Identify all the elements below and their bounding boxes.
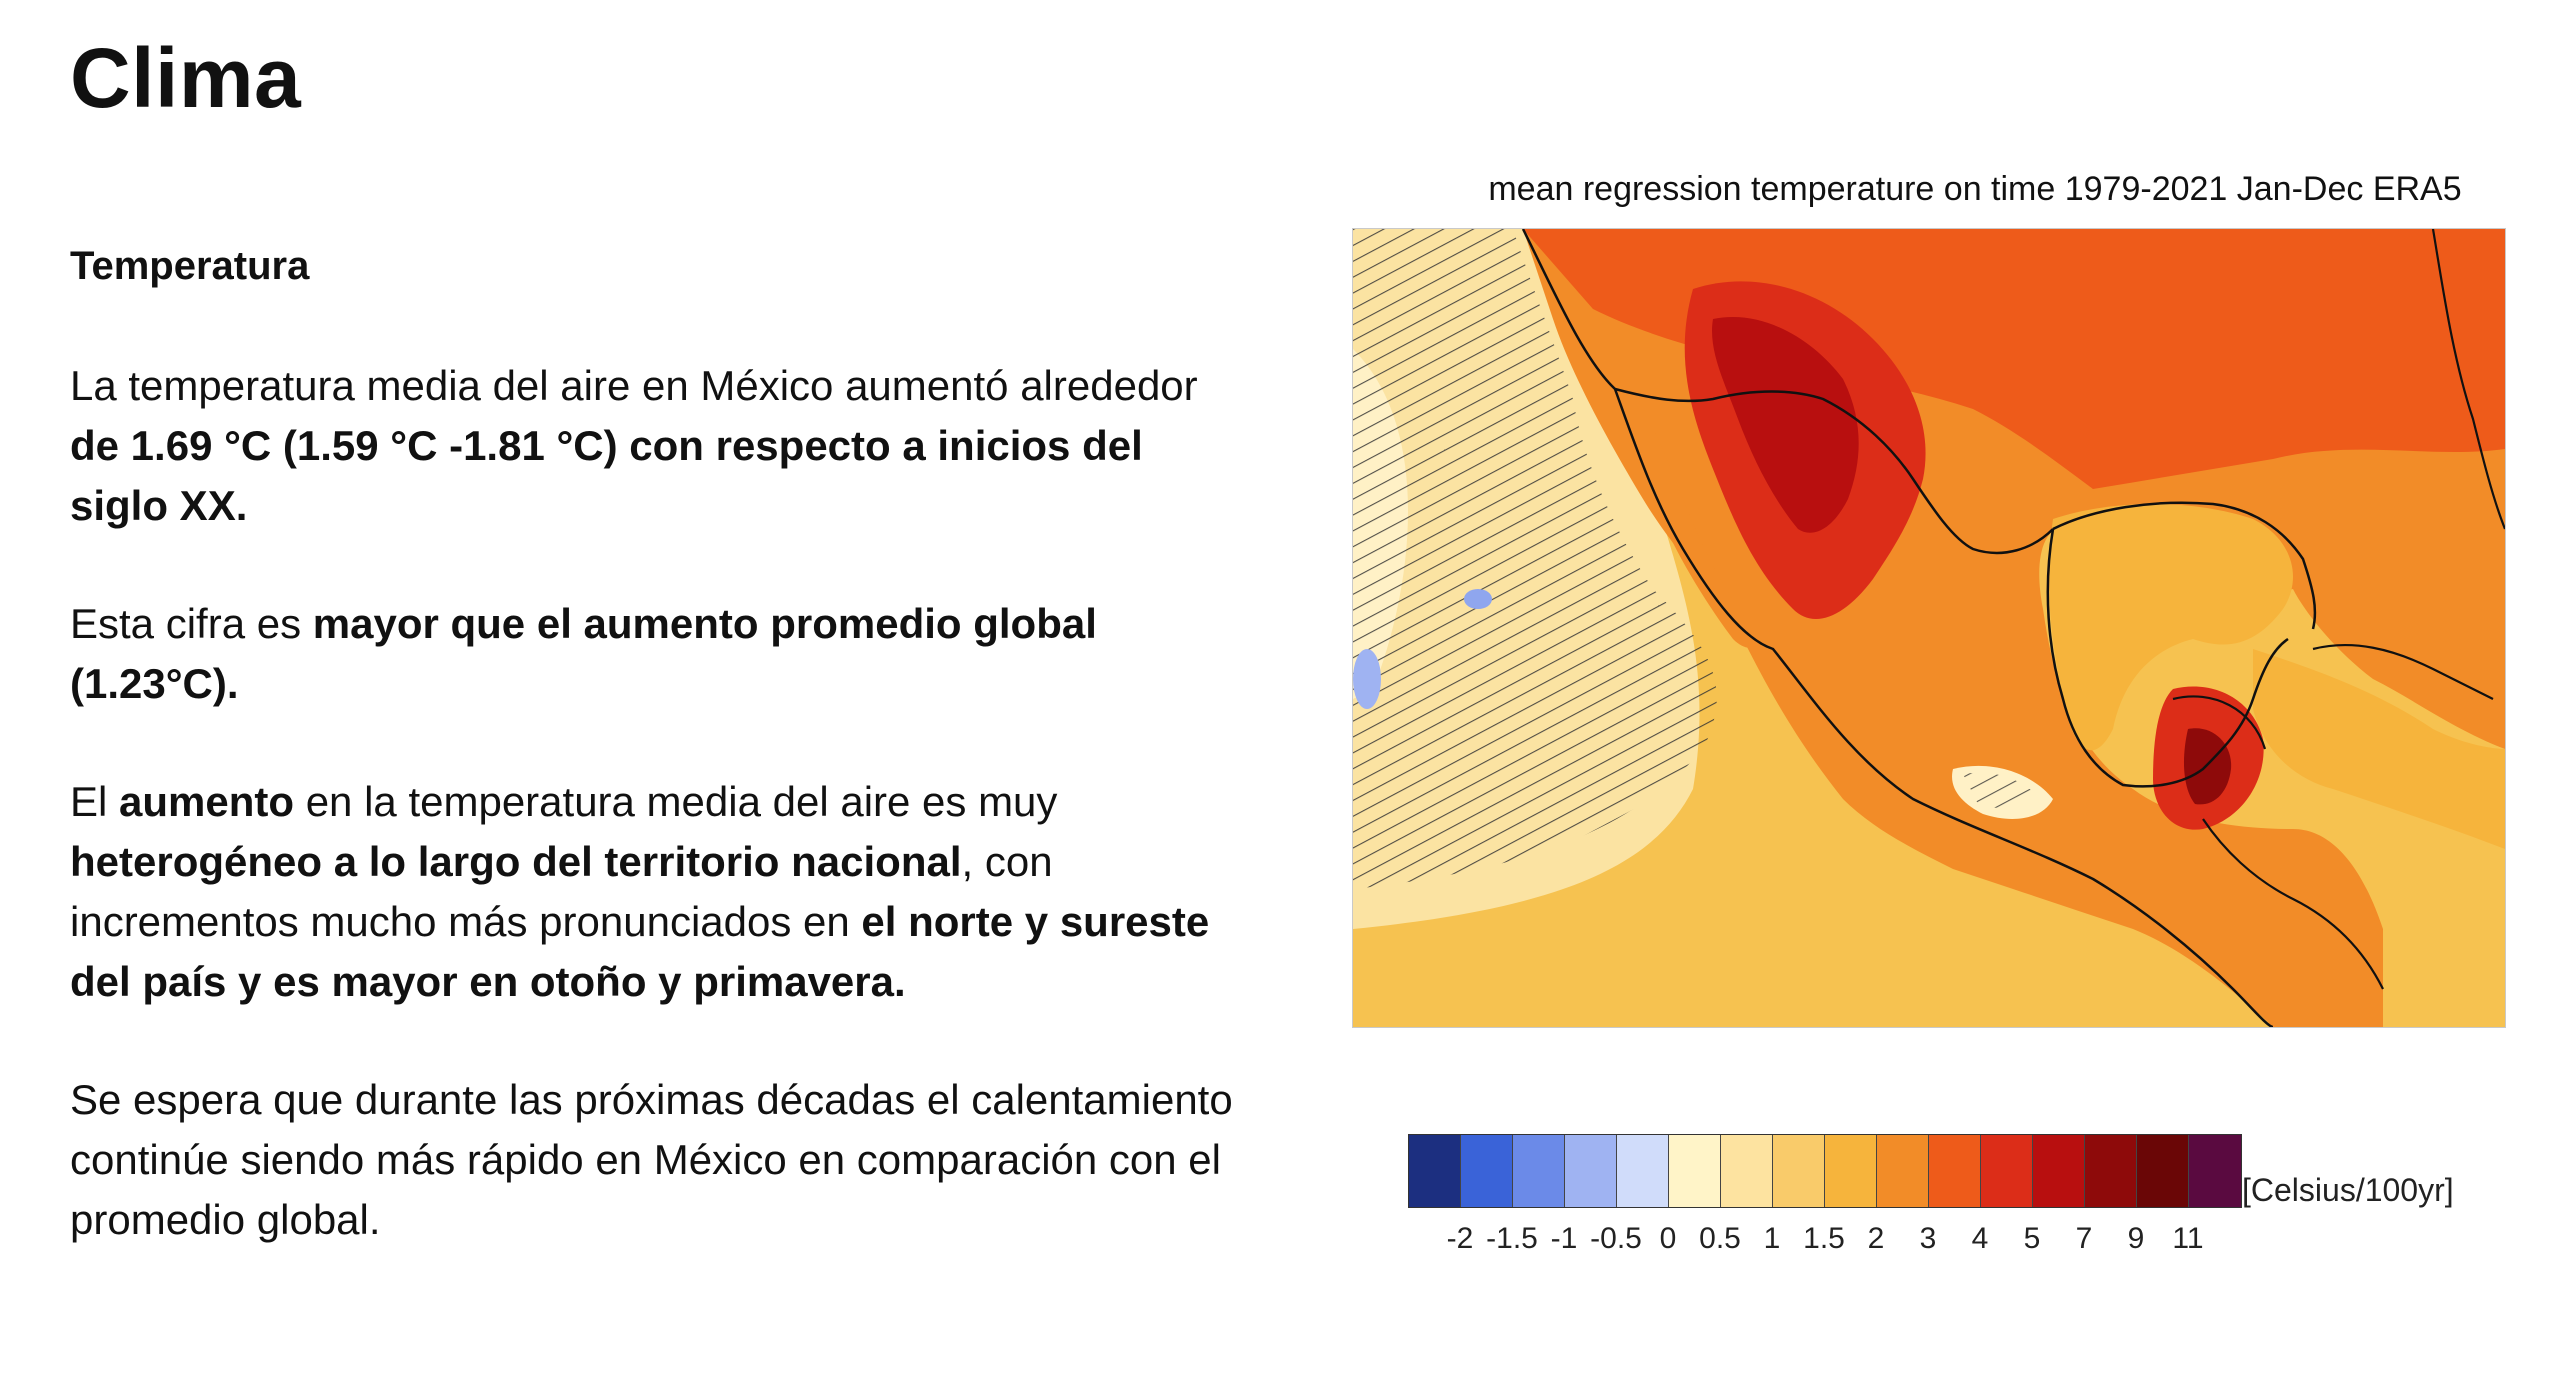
colorbar-tick-label: 1	[1763, 1222, 1781, 1255]
paragraph-segment: en la temperatura media del aire es muy	[294, 778, 1058, 825]
atlantic-coastline	[2431, 229, 2505, 530]
gulf-of-mexico	[2048, 504, 2293, 751]
colorbar-tick-label: 1.5	[1803, 1222, 1845, 1255]
colorbar-swatch	[1565, 1135, 1617, 1207]
paragraph-heterogeneity: El aumento en la temperatura media del a…	[70, 772, 1250, 1012]
paragraph-segment-bold: heterogéneo a lo largo del territorio na…	[70, 838, 962, 885]
paragraph-segment-bold: el norte y sureste del país y es mayor e…	[70, 898, 1210, 1005]
cool-patch	[1464, 589, 1492, 609]
us-mexico-border	[1614, 387, 2054, 555]
paragraph-global-comparison: Esta cifra es mayor que el aumento prome…	[70, 594, 1250, 714]
colorbar-tick-label: -1	[1550, 1222, 1578, 1255]
paragraph-segment: La temperatura media del aire en México …	[70, 362, 1198, 409]
colorbar-tick-label: -2	[1446, 1222, 1474, 1255]
paragraph-segment: Esta cifra es	[70, 600, 313, 647]
hatched-area	[1353, 229, 1717, 889]
colorbar-swatch	[1825, 1135, 1877, 1207]
colorbar-swatch	[2085, 1135, 2137, 1207]
colorbar-swatch	[1409, 1135, 1461, 1207]
map-title: mean regression temperature on time 1979…	[1488, 170, 2462, 208]
colorbar-tick-label: -1.5	[1486, 1222, 1538, 1255]
hotspot-north-core	[1712, 317, 1859, 533]
text-column: Temperatura La temperatura media del air…	[70, 236, 1250, 1308]
colorbar-swatch	[1513, 1135, 1565, 1207]
temperature-trend-map	[1352, 228, 2506, 1028]
colorbar-swatch	[1669, 1135, 1721, 1207]
colorbar-swatch	[1721, 1135, 1773, 1207]
paragraph-increase: La temperatura media del aire en México …	[70, 356, 1250, 536]
colorbar-swatch	[1617, 1135, 1669, 1207]
colorbar-swatch	[1929, 1135, 1981, 1207]
colorbar-tick-label: 5	[2023, 1222, 2041, 1255]
us-gulf-coastline	[2052, 501, 2317, 630]
colorbar-tick-label: 9	[2127, 1222, 2145, 1255]
paragraph-segment-bold: de 1.69 °C (1.59 °C -1.81 °C) con respec…	[70, 422, 1143, 529]
colorbar-swatch	[1461, 1135, 1513, 1207]
paragraph-segment: Se espera que durante las próximas décad…	[70, 1076, 1233, 1243]
colorbar-swatch	[1877, 1135, 1929, 1207]
paragraph-segment: , con incrementos mucho más pronunciados…	[70, 838, 1053, 945]
colorbar-tick-label: 0	[1659, 1222, 1677, 1255]
paragraph-projection: Se espera que durante las próximas décad…	[70, 1070, 1250, 1250]
hatched-coastal-patch	[1963, 772, 2038, 809]
caribbean-sea	[2253, 649, 2505, 849]
baja-california	[1615, 379, 1757, 648]
section-heading: Temperatura	[70, 244, 310, 288]
colorbar-tick-label: 7	[2075, 1222, 2093, 1255]
colorbar-swatch	[1981, 1135, 2033, 1207]
cuba-outline	[2312, 643, 2494, 700]
colorbar-labels: -2 -1.5 -1 -0.5 0 0.5 1 1.5 2 3 4 5 7 9 11	[1408, 1222, 2288, 1262]
paragraph-segment-bold: aumento	[119, 778, 295, 825]
colorbar-tick-label: 11	[2172, 1222, 2204, 1255]
colorbar-tick-label: 4	[1971, 1222, 1989, 1255]
colorbar-unit: [Celsius/100yr]	[2242, 1172, 2454, 1208]
colorbar-tick-label: 0.5	[1699, 1222, 1741, 1255]
colorbar	[1408, 1134, 2242, 1208]
map-graphic	[1353, 229, 2505, 1027]
slide-title: Clima	[70, 31, 302, 125]
gulf-coastline	[2046, 528, 2289, 788]
colorbar-swatch	[2033, 1135, 2085, 1207]
cool-patch	[1353, 649, 1381, 709]
central-america-coastline	[2172, 695, 2384, 990]
paragraph-segment-bold: mayor que el aumento promedio global (1.…	[70, 600, 1097, 707]
colorbar-swatch	[2137, 1135, 2189, 1207]
paragraph-segment: El	[70, 778, 120, 825]
hotspot-southeast-core	[2183, 728, 2232, 805]
colorbar-tick-label: 2	[1867, 1222, 1885, 1255]
pacific-coastline	[1521, 229, 2274, 1027]
colorbar-swatch	[1773, 1135, 1825, 1207]
colorbar-swatch	[2189, 1135, 2241, 1207]
colorbar-tick-label: -0.5	[1590, 1222, 1642, 1255]
colorbar-tick-label: 3	[1919, 1222, 1937, 1255]
